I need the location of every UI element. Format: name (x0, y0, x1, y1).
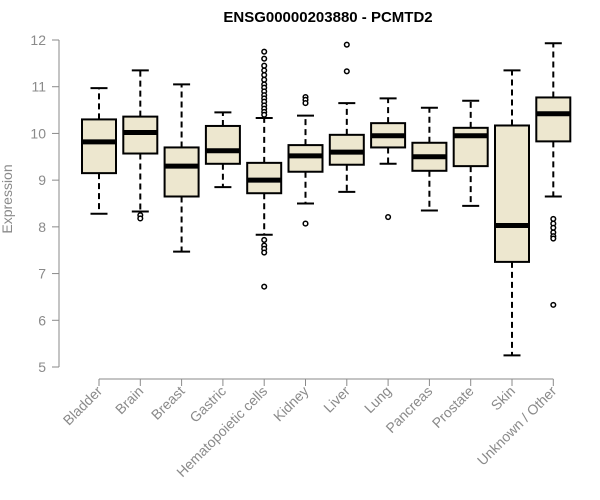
box-group (370, 97, 407, 221)
x-tick-label: Lung (361, 383, 394, 416)
x-tick-label: Liver (320, 383, 353, 416)
box-group (81, 87, 117, 215)
x-tick-label: Breast (148, 383, 188, 423)
y-axis-label: Expression (0, 164, 15, 233)
x-tick-label: Bladder (60, 383, 106, 429)
box-iqr (494, 124, 530, 263)
chart-title: ENSG00000203880 - PCMTD2 (223, 9, 432, 26)
box-group (204, 111, 241, 189)
outlier-point (302, 220, 309, 227)
y-axis: 5 6 7 8 9 10 11 12 (30, 32, 60, 375)
outlier-point (550, 301, 557, 308)
box-group (287, 93, 324, 227)
outlier-point (261, 55, 268, 62)
y-tick-label: 9 (38, 172, 46, 188)
outlier-point (261, 111, 268, 118)
box-iqr (287, 144, 324, 173)
outlier-point (302, 100, 309, 107)
y-tick-label: 7 (38, 266, 46, 282)
x-tick-label: Kidney (270, 383, 312, 425)
outlier-point (261, 62, 268, 69)
box-group (535, 42, 572, 308)
outlier-point (550, 235, 557, 242)
y-tick-label: 12 (30, 32, 46, 48)
x-tick-label: Brain (112, 383, 146, 417)
box-group (411, 106, 448, 212)
y-tick-label: 11 (31, 79, 46, 95)
box-group (452, 99, 489, 207)
x-tick-label: Skin (488, 383, 519, 414)
outlier-point (137, 215, 144, 222)
outlier-point (261, 48, 268, 55)
box-group (328, 41, 365, 193)
outlier-point (550, 215, 557, 222)
box-group (246, 48, 283, 290)
outlier-point (343, 41, 350, 48)
outlier-point (261, 71, 268, 79)
boxes (81, 41, 572, 357)
y-tick-label: 8 (38, 219, 46, 235)
outlier-point (385, 213, 392, 221)
outlier-point (261, 76, 268, 83)
y-tick-label: 6 (38, 312, 46, 328)
box-iqr (122, 115, 159, 155)
y-tick-label: 10 (30, 125, 46, 141)
outlier-point (261, 283, 268, 290)
outlier-point (261, 67, 268, 74)
y-tick-label: 5 (38, 359, 46, 375)
box-group (163, 83, 200, 253)
outlier-point (343, 68, 350, 75)
box-iqr (163, 146, 200, 198)
outlier-point (261, 236, 268, 243)
outlier-point (550, 224, 557, 231)
box-iqr (204, 124, 241, 165)
box-group (494, 69, 530, 357)
x-tick-label: Prostate (429, 383, 477, 431)
box-iqr (81, 118, 117, 175)
outlier-point (261, 249, 268, 256)
box-iqr (535, 96, 572, 143)
box-group (122, 69, 159, 222)
